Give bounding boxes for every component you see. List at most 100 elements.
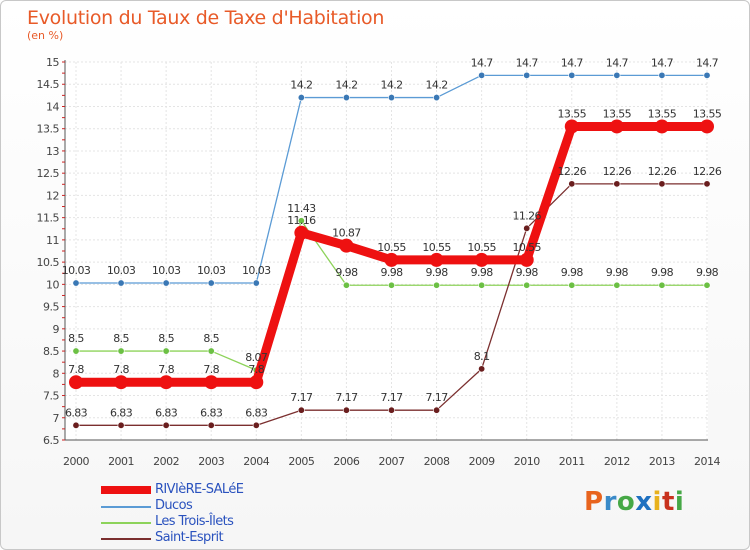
data-label: 10.03 (242, 264, 271, 277)
y-tick-label: 11.5 (37, 212, 60, 225)
data-label: 9.98 (426, 266, 449, 279)
data-label: 9.98 (335, 266, 358, 279)
data-label: 8.5 (158, 332, 174, 345)
series-point (568, 281, 576, 289)
series-point (474, 252, 489, 267)
series-point (297, 94, 305, 102)
legend-swatch (101, 538, 151, 540)
y-tick-label: 8 (53, 367, 60, 380)
x-tick-label: 2003 (198, 455, 224, 468)
x-tick-label: 2005 (288, 455, 314, 468)
series-point (204, 375, 219, 390)
y-tick-label: 6.5 (43, 434, 59, 447)
legend-label: Ducos (155, 498, 193, 513)
data-label: 7.8 (68, 363, 84, 376)
series-point (207, 347, 215, 355)
y-tick-label: 12.5 (37, 167, 60, 180)
series-point (387, 406, 395, 414)
series-point (207, 279, 215, 287)
legend-swatch (101, 522, 151, 524)
series-point (297, 217, 305, 225)
series-point (613, 281, 621, 289)
data-label: 14.2 (380, 79, 402, 92)
series-point (342, 94, 350, 102)
data-label: 6.83 (245, 406, 268, 419)
series-point (162, 421, 170, 429)
series-point (72, 279, 80, 287)
y-tick-label: 9.5 (43, 301, 59, 314)
data-label: 11.43 (287, 202, 316, 215)
data-label: 9.98 (516, 266, 539, 279)
data-label: 6.83 (65, 406, 88, 419)
logo-letter: i (674, 487, 685, 517)
legend-item: Les Trois-Îlets (101, 514, 301, 531)
data-label: 9.98 (561, 266, 584, 279)
series-point (339, 238, 354, 253)
y-tick-label: 10.5 (37, 256, 60, 269)
data-label: 13.55 (693, 107, 722, 120)
data-label: 9.98 (380, 266, 403, 279)
legend-item: Saint-Esprit (101, 530, 301, 547)
data-label: 13.55 (648, 107, 677, 120)
data-label: 7.17 (290, 391, 313, 404)
data-label: 9.98 (471, 266, 494, 279)
series-point (658, 71, 666, 79)
data-label: 7.17 (426, 391, 449, 404)
data-label: 7.8 (158, 363, 174, 376)
series-point (297, 406, 305, 414)
series-point (433, 406, 441, 414)
series-point (519, 252, 534, 267)
x-tick-label: 2001 (108, 455, 134, 468)
legend-label: Les Trois-Îlets (155, 514, 234, 529)
data-label: 14.7 (606, 56, 629, 69)
series-point (613, 71, 621, 79)
series-point (478, 281, 486, 289)
data-label: 12.26 (693, 165, 722, 178)
logo-letter: x (635, 487, 653, 517)
series-point (342, 406, 350, 414)
legend-item: Ducos (101, 498, 301, 515)
x-tick-label: 2004 (243, 455, 269, 468)
data-label: 7.8 (203, 363, 219, 376)
series-point (252, 421, 260, 429)
series-point (613, 180, 621, 188)
data-label: 14.7 (651, 56, 674, 69)
chart-subtitle: (en %) (27, 29, 64, 42)
data-label: 7.8 (113, 363, 129, 376)
series-point (564, 119, 579, 134)
data-label: 7.17 (380, 391, 403, 404)
y-tick-label: 10 (46, 278, 59, 291)
data-label: 6.83 (155, 406, 178, 419)
series-point (523, 281, 531, 289)
x-tick-label: 2007 (379, 455, 405, 468)
data-label: 11.26 (512, 209, 541, 222)
y-tick-label: 13 (46, 145, 59, 158)
data-label: 14.2 (335, 79, 357, 92)
data-label: 10.87 (332, 227, 361, 240)
series-point (658, 281, 666, 289)
data-label: 6.83 (110, 406, 133, 419)
data-label: 7.17 (335, 391, 358, 404)
data-label: 8.1 (474, 350, 490, 363)
data-label: 11.16 (287, 214, 316, 227)
x-tick-label: 2010 (514, 455, 540, 468)
data-label: 14.2 (426, 79, 448, 92)
series-point (523, 224, 531, 232)
data-label: 7.8 (248, 363, 264, 376)
data-label: 12.26 (558, 165, 587, 178)
x-tick-label: 2012 (604, 455, 630, 468)
series-point (609, 119, 624, 134)
legend-swatch (101, 506, 151, 508)
series-point (478, 365, 486, 373)
chart-title: Evolution du Taux de Taxe d'Habitation (27, 7, 385, 29)
y-tick-label: 15 (46, 56, 59, 69)
x-tick-label: 2009 (469, 455, 495, 468)
y-tick-label: 7.5 (43, 390, 59, 403)
data-label: 10.55 (377, 241, 406, 254)
x-tick-label: 2002 (153, 455, 179, 468)
series-point (252, 279, 260, 287)
series-point (384, 252, 399, 267)
x-tick-label: 2013 (649, 455, 675, 468)
